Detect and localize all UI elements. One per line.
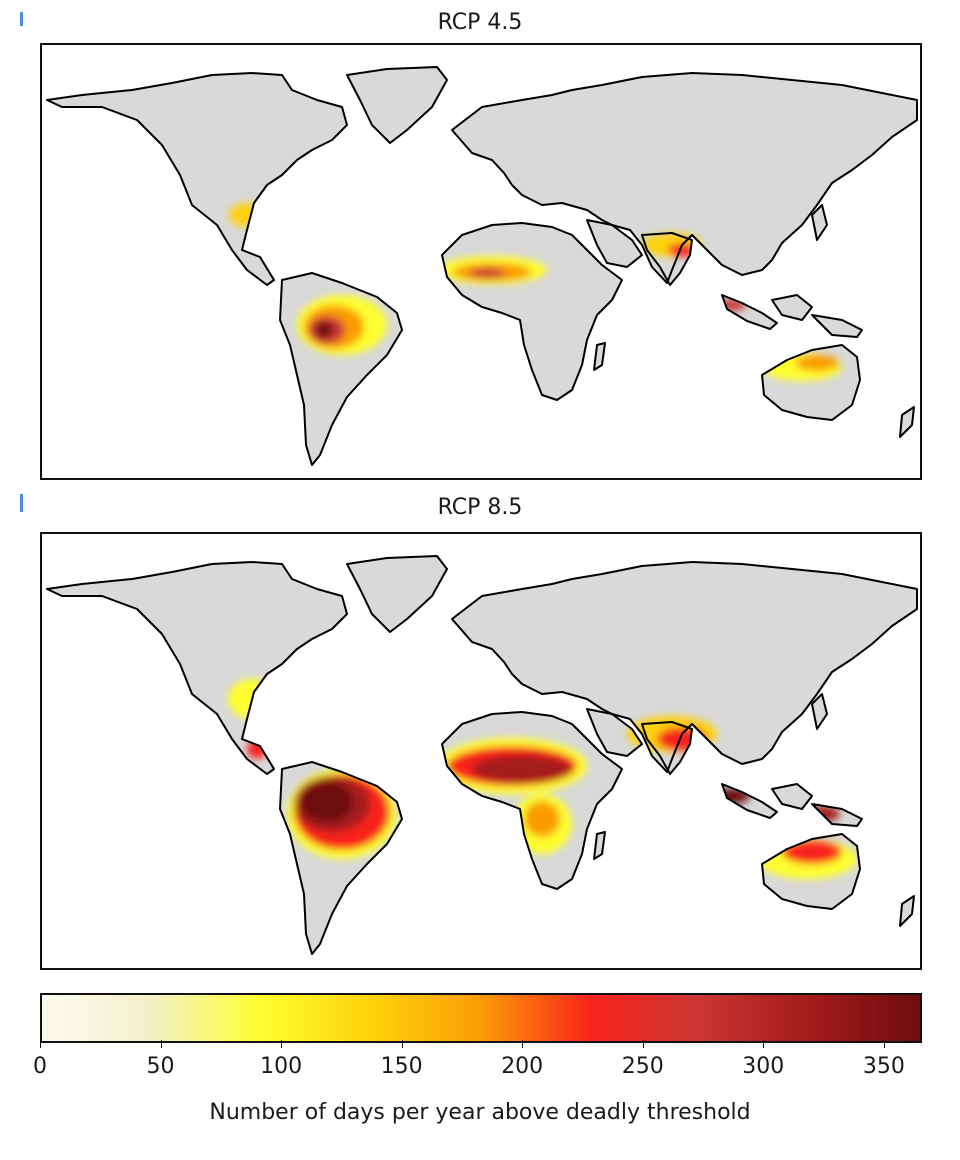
colorbar-tick-label: 150 bbox=[380, 1054, 423, 1079]
coastline bbox=[593, 831, 606, 860]
panel-b-marker bbox=[20, 494, 23, 512]
coastline bbox=[451, 72, 918, 284]
colorbar-tick bbox=[160, 1040, 162, 1048]
coastline bbox=[346, 555, 448, 633]
colorbar-tick bbox=[401, 1040, 403, 1048]
coastline bbox=[451, 561, 918, 773]
coastline bbox=[811, 803, 863, 827]
colorbar-tick bbox=[642, 1040, 644, 1048]
coastline bbox=[593, 342, 606, 371]
coastline bbox=[586, 708, 643, 757]
panel-title-rcp85: RCP 8.5 bbox=[437, 495, 523, 520]
colorbar-tick bbox=[281, 1040, 283, 1048]
colorbar-tick-label: 250 bbox=[621, 1054, 664, 1079]
heat-region bbox=[524, 801, 560, 837]
colorbar-tick bbox=[522, 1040, 524, 1048]
heat-region bbox=[301, 782, 353, 822]
coastline bbox=[641, 232, 693, 286]
coastline bbox=[899, 895, 915, 927]
colorbar-tick bbox=[883, 1040, 885, 1048]
coastline bbox=[721, 294, 778, 330]
coastline bbox=[441, 222, 623, 401]
coastline bbox=[279, 272, 403, 466]
map-rcp85 bbox=[40, 532, 922, 970]
heat-region bbox=[469, 268, 505, 278]
land-mass bbox=[452, 562, 917, 772]
coastline bbox=[346, 66, 448, 144]
coastline bbox=[279, 761, 403, 955]
coastline bbox=[899, 406, 915, 438]
colorbar-tick-label: 50 bbox=[146, 1054, 175, 1079]
colorbar-tick bbox=[763, 1040, 765, 1048]
coastline bbox=[586, 219, 643, 268]
panel-a-marker bbox=[20, 12, 23, 26]
coastline bbox=[761, 344, 861, 421]
heat-region bbox=[782, 840, 842, 864]
colorbar-tick bbox=[40, 1040, 41, 1048]
panel-title-rcp45: RCP 4.5 bbox=[437, 10, 523, 35]
heat-region bbox=[315, 322, 333, 338]
coastline bbox=[771, 294, 813, 321]
heat-region bbox=[668, 243, 696, 257]
heat-region bbox=[229, 203, 265, 227]
heat-region bbox=[718, 299, 746, 311]
coastline bbox=[811, 314, 863, 338]
land-mass bbox=[442, 223, 622, 400]
colorbar bbox=[40, 993, 922, 1043]
coastline bbox=[811, 693, 828, 730]
colorbar-tick-label: 0 bbox=[33, 1054, 47, 1079]
coastline bbox=[441, 711, 623, 890]
land-mass bbox=[587, 709, 642, 756]
coastline bbox=[811, 204, 828, 241]
colorbar-tick-label: 200 bbox=[501, 1054, 544, 1079]
land-mass bbox=[812, 315, 862, 337]
colorbar-tick-label: 300 bbox=[742, 1054, 785, 1079]
colorbar-tick-label: 100 bbox=[260, 1054, 303, 1079]
coastline bbox=[771, 783, 813, 810]
coastline bbox=[46, 561, 348, 775]
coastline bbox=[721, 783, 778, 819]
land-mass bbox=[452, 73, 917, 283]
coastline bbox=[641, 721, 693, 775]
land-mass bbox=[47, 73, 347, 285]
land-mass bbox=[587, 220, 642, 267]
heat-region bbox=[472, 755, 572, 783]
coastline bbox=[46, 72, 348, 286]
colorbar-label: Number of days per year above deadly thr… bbox=[209, 1100, 751, 1125]
colorbar-tick-label: 350 bbox=[862, 1054, 905, 1079]
heat-region bbox=[795, 355, 839, 371]
coastline bbox=[761, 833, 861, 910]
map-rcp45 bbox=[40, 43, 922, 480]
land-mass bbox=[47, 562, 347, 774]
